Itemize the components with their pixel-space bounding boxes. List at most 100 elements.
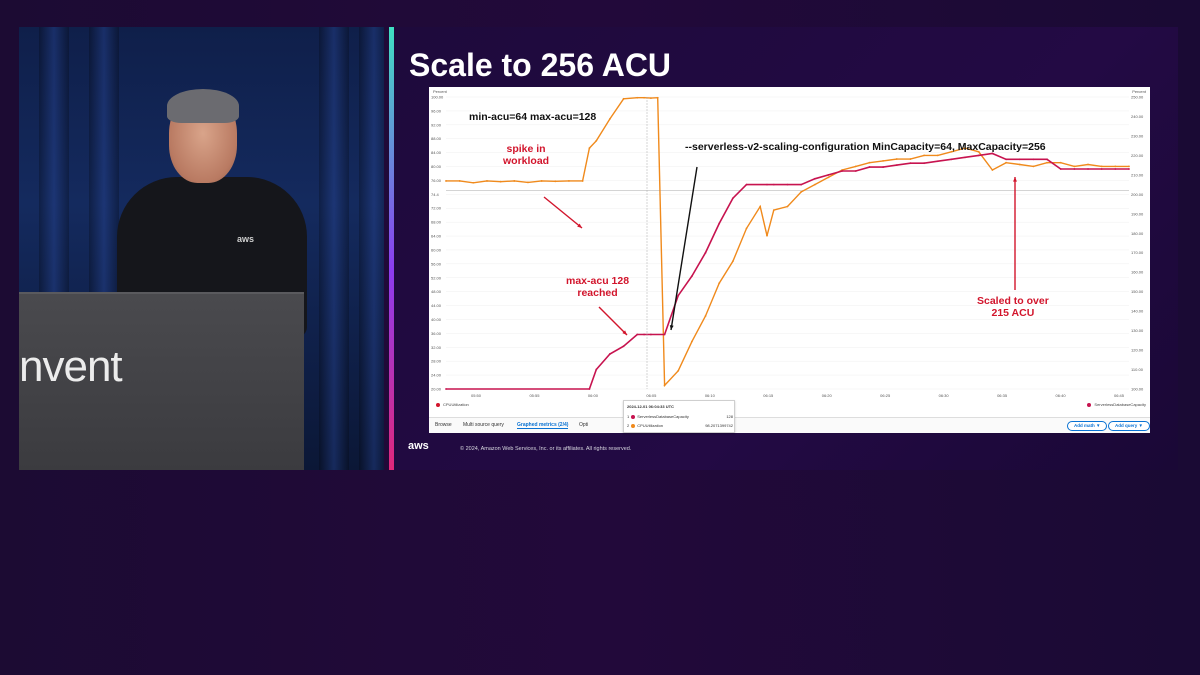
right-tick-label: 110.00	[1131, 367, 1144, 372]
data-point	[588, 147, 591, 149]
tab-options[interactable]: Opti	[579, 422, 589, 428]
right-tick-label: 160.00	[1131, 270, 1144, 275]
add-math-button[interactable]: Add math ▼	[1067, 421, 1108, 431]
data-point	[827, 173, 830, 176]
x-tick-label: 06:30	[939, 393, 950, 398]
left-tick-label: 74.4	[431, 192, 440, 197]
data-point	[1018, 163, 1021, 166]
data-point	[663, 384, 666, 387]
slide: Scale to 256 ACU Percent Percent 20.00 24…	[394, 27, 1178, 470]
data-point	[813, 177, 816, 180]
data-point	[445, 388, 447, 390]
scaled-annotation: Scaled to over 215 ACU	[977, 295, 1049, 319]
data-point	[718, 222, 721, 225]
x-tick-label: 06:25	[880, 393, 891, 398]
spike-annotation: spike in workload	[503, 143, 549, 167]
legend-dot-icon	[436, 402, 440, 407]
data-point	[936, 160, 939, 163]
left-axis-unit: Percent	[433, 89, 447, 94]
left-tick-label: 92.00	[431, 122, 442, 127]
tooltip-row: 1 ServerlessDatabaseCapacity 128	[627, 414, 733, 419]
data-point	[643, 333, 645, 336]
data-point	[731, 197, 734, 200]
add-query-button[interactable]: Add query ▼	[1108, 421, 1150, 431]
x-tick-label: 06:40	[1056, 393, 1067, 398]
scaled-arrow-head	[1013, 177, 1017, 182]
data-point	[540, 180, 543, 182]
datapoint-tooltip: 2024-12-01 06:04:33 UTC 1 ServerlessData…	[623, 400, 735, 433]
data-point	[1032, 165, 1035, 168]
x-tick-label: 05:55	[529, 393, 540, 398]
maxacu-arrow-head	[622, 330, 627, 335]
left-tick-label: 24.00	[431, 373, 442, 378]
x-tick-label: 06:00	[588, 393, 599, 398]
x-tick-label: 06:15	[763, 393, 774, 398]
tab-browse[interactable]: Browse	[435, 422, 452, 428]
curtain-fold	[319, 27, 349, 470]
data-point	[1005, 158, 1007, 161]
data-point	[868, 161, 871, 164]
legend-capacity-label: ServerlessDatabaseCapacity	[1094, 402, 1146, 407]
data-point	[759, 205, 762, 208]
data-point	[445, 180, 447, 182]
data-point	[690, 340, 693, 343]
tab-graphed-metrics[interactable]: Graphed metrics (2/4)	[517, 422, 569, 429]
copyright-text: © 2024, Amazon Web Services, Inc. or its…	[460, 446, 632, 452]
right-tick-label: 240.00	[1131, 114, 1144, 119]
tooltip-row-name: CPUUtilization	[637, 423, 664, 428]
x-tick-label: 06:05	[646, 393, 657, 398]
left-tick-label: 80.00	[431, 164, 442, 169]
tooltip-timestamp: 2024-12-01 06:04:33 UTC	[627, 404, 674, 409]
data-point	[882, 159, 885, 162]
data-point	[1073, 168, 1076, 170]
spike-line2: workload	[503, 155, 550, 167]
data-point	[499, 180, 502, 183]
left-tick-label: 56.00	[431, 261, 442, 266]
podium: nvent	[19, 292, 304, 470]
maxacu-line1: max-acu 128	[566, 275, 630, 287]
right-tick-label: 210.00	[1131, 172, 1144, 177]
data-point	[472, 181, 475, 184]
data-point	[813, 183, 816, 186]
data-point	[1114, 168, 1117, 170]
aws-logo: aws	[408, 440, 429, 452]
data-point	[650, 97, 652, 99]
data-point	[554, 180, 557, 183]
tooltip-row-value: 98.2071399742	[705, 423, 733, 428]
data-point	[622, 345, 625, 348]
data-point	[745, 183, 748, 186]
right-tick-label: 130.00	[1131, 328, 1144, 333]
data-point	[895, 164, 898, 167]
data-point	[1087, 168, 1089, 170]
data-point	[690, 275, 693, 277]
legend-capacity[interactable]: ServerlessDatabaseCapacity	[1087, 402, 1146, 407]
left-tick-label: 28.00	[431, 359, 442, 364]
data-point	[991, 169, 994, 171]
data-point	[868, 166, 871, 168]
data-point	[1128, 168, 1130, 170]
data-point	[527, 181, 529, 184]
tab-multi-source-query[interactable]: Multi source query	[463, 422, 504, 428]
data-point	[704, 315, 707, 317]
slide-accent-bar	[389, 27, 394, 470]
legend-dot-icon	[1087, 402, 1092, 407]
config-arrow-head	[669, 325, 674, 330]
metrics-chart[interactable]: 20.00 24.00 28.00 32.00 36.00 40.00 44.00 48.00…	[429, 87, 1150, 402]
data-point	[663, 333, 666, 336]
data-point	[800, 183, 803, 186]
data-point	[895, 158, 898, 160]
x-tick-label: 06:10	[705, 393, 716, 398]
legend-cpu[interactable]: CPUUtilization	[436, 402, 469, 407]
left-tick-label: 44.00	[431, 303, 442, 308]
left-tick-label: 20.00	[431, 387, 442, 392]
data-point	[950, 158, 953, 161]
data-point	[977, 150, 980, 153]
data-point	[458, 180, 461, 182]
tooltip-row-name: ServerlessDatabaseCapacity	[637, 414, 689, 419]
data-point	[854, 170, 857, 172]
scaled-line2: 215 ACU	[991, 307, 1035, 319]
data-point	[1114, 165, 1117, 168]
data-point	[1100, 168, 1103, 170]
speaker-video: aws nvent	[19, 27, 384, 470]
data-point	[786, 183, 789, 186]
